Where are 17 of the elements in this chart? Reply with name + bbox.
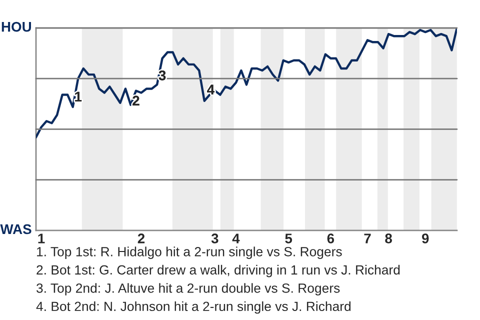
x-tick-label: 2 <box>138 234 145 244</box>
text: 2. Bot 1st: G. Carter drew a walk, driving in 1 run vs J. Richard <box>36 264 400 278</box>
x-tick-label: 9 <box>422 234 429 244</box>
x-tick-label: 8 <box>385 234 392 244</box>
x-tick-label: 1 <box>38 234 45 244</box>
text: 3. Top 2nd: J. Altuve hit a 2-run double vs S. Rogers <box>36 283 340 296</box>
x-tick-label: 7 <box>364 234 371 244</box>
x-tick-label: 4 <box>232 234 240 244</box>
text: WAS <box>0 224 32 234</box>
annotation: 2 <box>132 96 140 106</box>
text: 4. Bot 2nd: N. Johnson hit a 2-run single vs J. Richard <box>36 301 351 314</box>
ref-line-label: HOU <box>2 22 31 32</box>
x-tick-label: 5 <box>285 234 292 244</box>
x-tick-label: 6 <box>327 234 334 244</box>
annotation: 4 <box>207 84 214 94</box>
x-tick-label: 3 <box>211 234 218 244</box>
text: 1. Top 1st: R. Hidalgo hit a 2-run single vs S. Rogers <box>37 246 342 259</box>
